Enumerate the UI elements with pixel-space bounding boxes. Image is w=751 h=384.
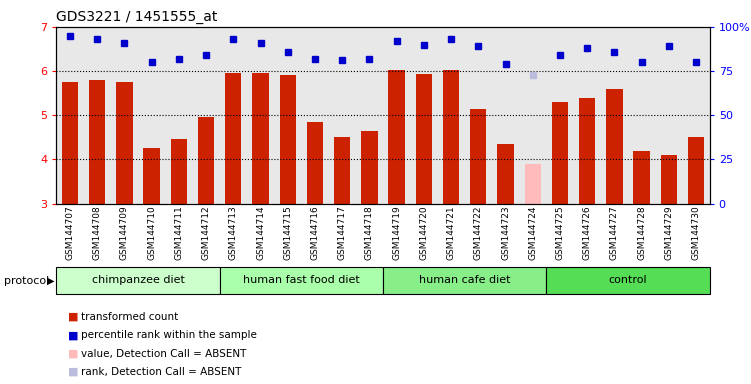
Bar — [388, 70, 405, 204]
FancyBboxPatch shape — [56, 267, 219, 294]
Text: GSM144712: GSM144712 — [201, 205, 210, 260]
Bar — [198, 118, 214, 204]
Text: chimpanzee diet: chimpanzee diet — [92, 275, 185, 285]
Bar — [579, 98, 596, 204]
Bar — [661, 155, 677, 204]
Bar — [416, 74, 432, 204]
Bar — [443, 70, 459, 204]
Text: GSM144714: GSM144714 — [256, 205, 265, 260]
Text: GDS3221 / 1451555_at: GDS3221 / 1451555_at — [56, 10, 218, 25]
Bar — [170, 139, 187, 204]
Bar — [89, 80, 105, 204]
Text: GSM144709: GSM144709 — [120, 205, 129, 260]
FancyBboxPatch shape — [547, 267, 710, 294]
Text: protocol: protocol — [4, 276, 49, 286]
Text: GSM144717: GSM144717 — [338, 205, 347, 260]
Text: GSM144725: GSM144725 — [556, 205, 565, 260]
Bar — [497, 144, 514, 204]
Bar — [361, 131, 378, 204]
Text: GSM144726: GSM144726 — [583, 205, 592, 260]
Text: human cafe diet: human cafe diet — [419, 275, 511, 285]
Text: ▶: ▶ — [47, 276, 54, 286]
Text: GSM144722: GSM144722 — [474, 205, 483, 260]
Text: GSM144729: GSM144729 — [665, 205, 674, 260]
Text: GSM144719: GSM144719 — [392, 205, 401, 260]
Bar — [306, 122, 323, 204]
Text: GSM144710: GSM144710 — [147, 205, 156, 260]
Text: ■: ■ — [68, 330, 78, 340]
Text: human fast food diet: human fast food diet — [243, 275, 360, 285]
Text: GSM144728: GSM144728 — [637, 205, 646, 260]
Bar — [225, 73, 241, 204]
Bar — [62, 82, 78, 204]
Text: GSM144727: GSM144727 — [610, 205, 619, 260]
Bar — [143, 148, 160, 204]
Text: GSM144711: GSM144711 — [174, 205, 183, 260]
Text: GSM144723: GSM144723 — [501, 205, 510, 260]
Bar — [688, 137, 704, 204]
Bar — [116, 82, 132, 204]
Text: GSM144730: GSM144730 — [692, 205, 701, 260]
Text: value, Detection Call = ABSENT: value, Detection Call = ABSENT — [81, 349, 246, 359]
Text: GSM144724: GSM144724 — [528, 205, 537, 260]
Bar — [252, 73, 269, 204]
Text: ■: ■ — [68, 312, 78, 322]
Text: GSM144715: GSM144715 — [283, 205, 292, 260]
Text: GSM144708: GSM144708 — [92, 205, 101, 260]
Text: ■: ■ — [68, 367, 78, 377]
Bar — [606, 89, 623, 204]
FancyBboxPatch shape — [219, 267, 383, 294]
Text: rank, Detection Call = ABSENT: rank, Detection Call = ABSENT — [81, 367, 242, 377]
Text: GSM144721: GSM144721 — [447, 205, 456, 260]
Text: percentile rank within the sample: percentile rank within the sample — [81, 330, 257, 340]
Bar — [552, 102, 568, 204]
Bar — [334, 137, 350, 204]
Text: GSM144707: GSM144707 — [65, 205, 74, 260]
Text: transformed count: transformed count — [81, 312, 178, 322]
Bar — [633, 151, 650, 204]
Text: GSM144716: GSM144716 — [310, 205, 319, 260]
FancyBboxPatch shape — [383, 267, 547, 294]
Bar — [279, 76, 296, 204]
Text: ■: ■ — [68, 349, 78, 359]
Text: control: control — [609, 275, 647, 285]
Text: GSM144713: GSM144713 — [229, 205, 238, 260]
Text: GSM144718: GSM144718 — [365, 205, 374, 260]
Bar — [470, 109, 487, 204]
Bar — [524, 164, 541, 204]
Text: GSM144720: GSM144720 — [419, 205, 428, 260]
